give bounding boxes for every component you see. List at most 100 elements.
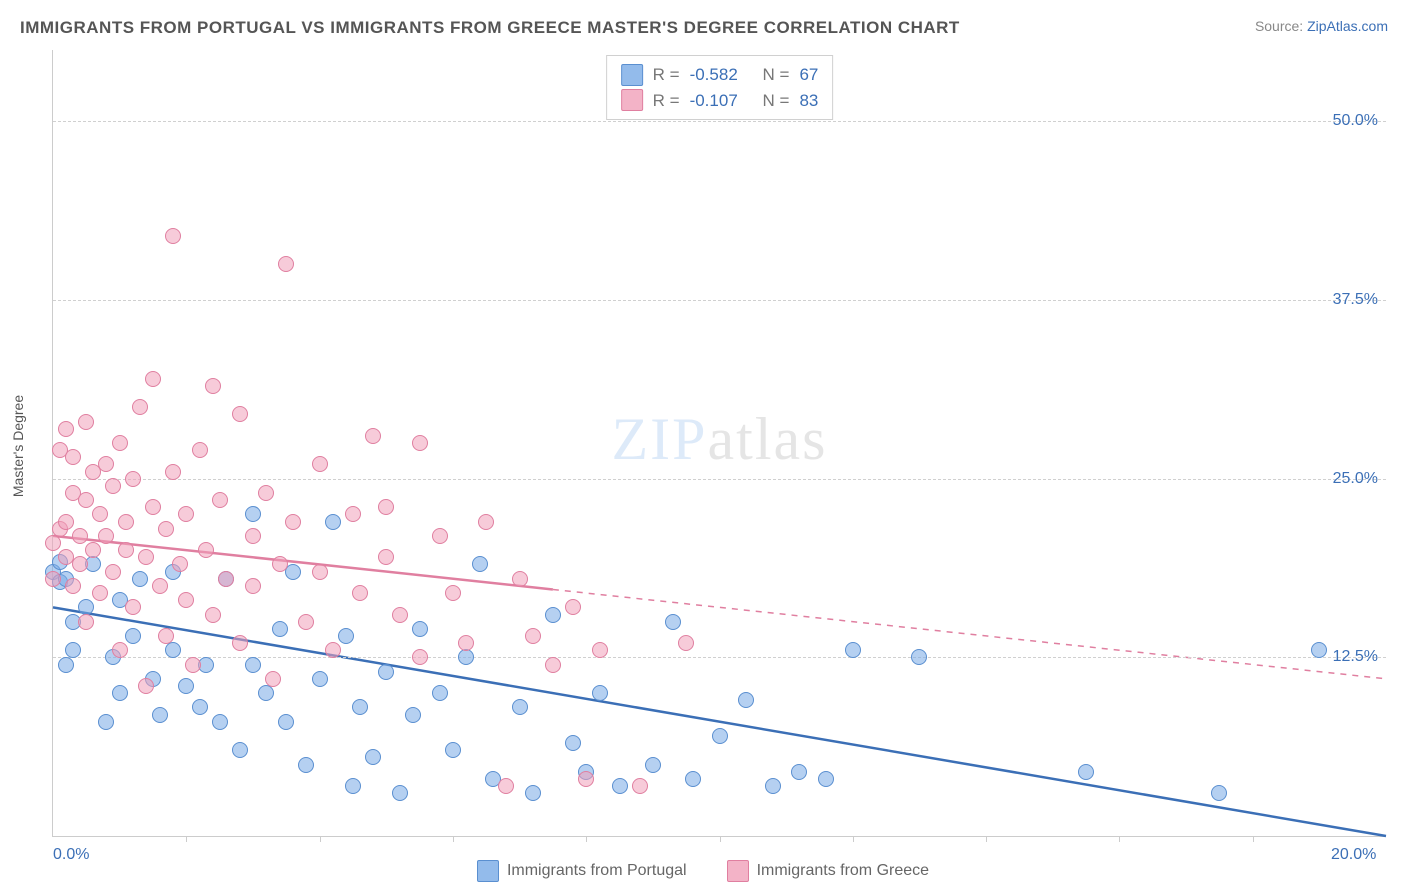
chart-title: IMMIGRANTS FROM PORTUGAL VS IMMIGRANTS F… (20, 18, 960, 38)
scatter-point-portugal (258, 685, 274, 701)
scatter-point-portugal (365, 749, 381, 765)
scatter-point-greece (565, 599, 581, 615)
source-link[interactable]: ZipAtlas.com (1307, 18, 1388, 34)
scatter-point-greece (112, 642, 128, 658)
scatter-point-portugal (352, 699, 368, 715)
scatter-point-greece (212, 492, 228, 508)
scatter-point-greece (498, 778, 514, 794)
x-tick (720, 836, 721, 842)
scatter-point-greece (632, 778, 648, 794)
gridline (53, 121, 1386, 122)
scatter-point-portugal (665, 614, 681, 630)
scatter-point-portugal (412, 621, 428, 637)
scatter-point-greece (352, 585, 368, 601)
scatter-point-portugal (98, 714, 114, 730)
scatter-point-portugal (245, 506, 261, 522)
scatter-point-greece (152, 578, 168, 594)
legend-swatch-pink (727, 860, 749, 882)
scatter-point-greece (378, 499, 394, 515)
scatter-point-greece (445, 585, 461, 601)
scatter-point-greece (412, 649, 428, 665)
scatter-point-portugal (345, 778, 361, 794)
scatter-point-portugal (325, 514, 341, 530)
scatter-point-greece (232, 406, 248, 422)
scatter-point-portugal (791, 764, 807, 780)
scatter-point-greece (92, 585, 108, 601)
legend-item: Immigrants from Greece (727, 860, 929, 882)
scatter-point-portugal (165, 642, 181, 658)
scatter-point-portugal (178, 678, 194, 694)
scatter-point-greece (232, 635, 248, 651)
scatter-point-greece (365, 428, 381, 444)
scatter-point-portugal (472, 556, 488, 572)
scatter-point-greece (205, 607, 221, 623)
x-tick (586, 836, 587, 842)
scatter-point-greece (145, 371, 161, 387)
scatter-point-portugal (405, 707, 421, 723)
scatter-point-portugal (65, 642, 81, 658)
scatter-point-greece (345, 506, 361, 522)
scatter-point-greece (118, 542, 134, 558)
scatter-point-portugal (125, 628, 141, 644)
scatter-point-greece (78, 414, 94, 430)
scatter-point-portugal (432, 685, 448, 701)
scatter-point-greece (98, 528, 114, 544)
scatter-point-greece (412, 435, 428, 451)
scatter-point-portugal (445, 742, 461, 758)
scatter-point-portugal (712, 728, 728, 744)
scatter-point-greece (245, 578, 261, 594)
x-tick (320, 836, 321, 842)
scatter-point-greece (512, 571, 528, 587)
scatter-point-portugal (458, 649, 474, 665)
legend-item: Immigrants from Portugal (477, 860, 687, 882)
trend-lines (53, 50, 1386, 836)
scatter-point-greece (578, 771, 594, 787)
scatter-point-greece (312, 456, 328, 472)
scatter-point-greece (272, 556, 288, 572)
x-tick (1119, 836, 1120, 842)
scatter-point-portugal (58, 657, 74, 673)
scatter-point-portugal (245, 657, 261, 673)
scatter-point-greece (525, 628, 541, 644)
scatter-point-greece (112, 435, 128, 451)
scatter-point-greece (138, 678, 154, 694)
scatter-point-greece (198, 542, 214, 558)
trend-line-portugal (53, 607, 1386, 836)
scatter-point-greece (78, 492, 94, 508)
scatter-point-greece (592, 642, 608, 658)
scatter-point-greece (285, 514, 301, 530)
scatter-point-portugal (545, 607, 561, 623)
scatter-point-greece (205, 378, 221, 394)
scatter-point-greece (125, 471, 141, 487)
legend-label: Immigrants from Greece (757, 862, 929, 880)
scatter-point-greece (172, 556, 188, 572)
y-tick-label: 50.0% (1333, 112, 1378, 130)
scatter-point-greece (298, 614, 314, 630)
source-attribution: Source: ZipAtlas.com (1255, 18, 1388, 34)
y-tick-label: 25.0% (1333, 470, 1378, 488)
scatter-point-greece (72, 528, 88, 544)
scatter-point-portugal (592, 685, 608, 701)
scatter-point-portugal (112, 685, 128, 701)
scatter-point-greece (58, 421, 74, 437)
x-tick (853, 836, 854, 842)
scatter-point-portugal (685, 771, 701, 787)
x-tick (453, 836, 454, 842)
source-prefix: Source: (1255, 18, 1307, 34)
scatter-point-greece (378, 549, 394, 565)
scatter-point-portugal (278, 714, 294, 730)
scatter-point-greece (325, 642, 341, 658)
scatter-point-portugal (338, 628, 354, 644)
legend-swatch-blue (477, 860, 499, 882)
scatter-point-portugal (818, 771, 834, 787)
scatter-point-portugal (312, 671, 328, 687)
series-legend: Immigrants from Portugal Immigrants from… (0, 860, 1406, 882)
scatter-point-greece (165, 228, 181, 244)
scatter-point-greece (78, 614, 94, 630)
scatter-point-greece (245, 528, 261, 544)
x-tick (986, 836, 987, 842)
scatter-point-portugal (192, 699, 208, 715)
gridline (53, 479, 1386, 480)
y-tick-label: 12.5% (1333, 648, 1378, 666)
scatter-point-greece (125, 599, 141, 615)
